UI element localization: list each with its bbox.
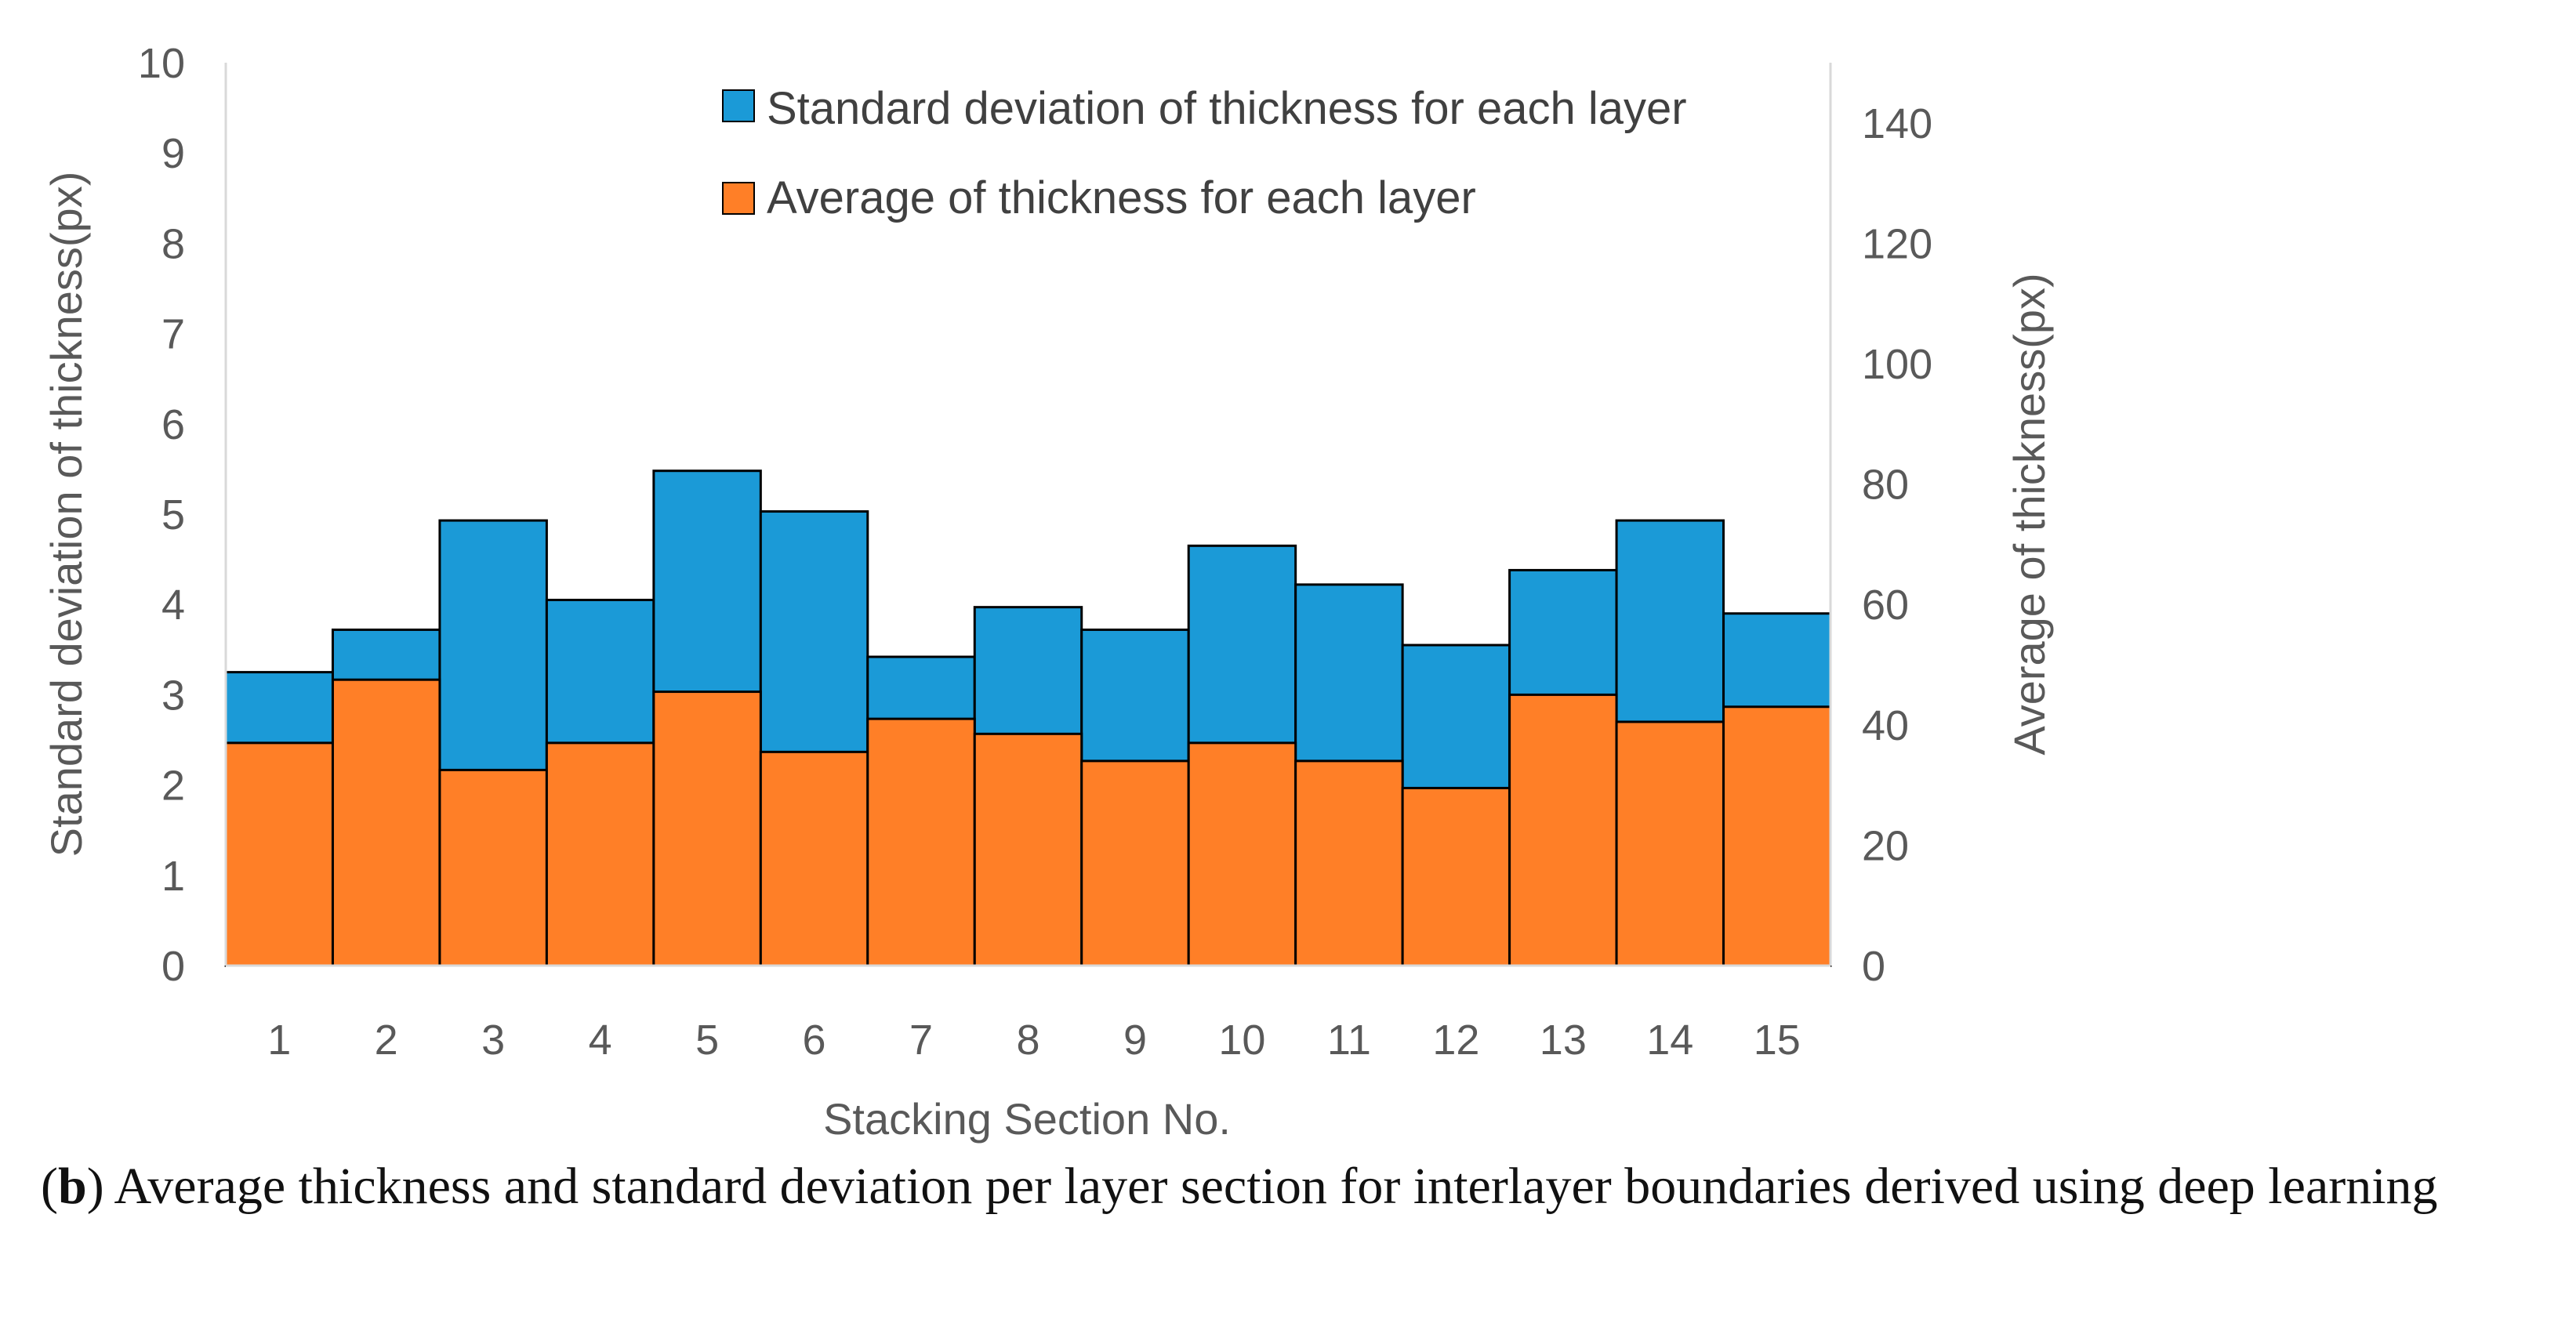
avg-bar-5: [652, 691, 762, 967]
x-tick-10: 10: [1218, 1017, 1265, 1064]
avg-bar-11: [1294, 759, 1404, 967]
x-tick-15: 15: [1754, 1017, 1801, 1064]
right-tick-80: 80: [1862, 462, 1909, 509]
x-tick-4: 4: [589, 1017, 612, 1064]
avg-bar-3: [438, 768, 548, 967]
right-axis-ticks: 0 20 40 60 80 100 120 140: [1862, 100, 1932, 990]
legend-label-avg: Average of thickness for each layer: [767, 172, 1476, 223]
right-tick-0: 0: [1862, 943, 1885, 990]
avg-bar-8: [973, 732, 1083, 967]
right-axis-title: Average of thickness(px): [2005, 273, 2054, 755]
left-tick-9: 9: [161, 130, 185, 177]
left-tick-4: 4: [161, 582, 185, 629]
x-tick-12: 12: [1432, 1017, 1479, 1064]
x-tick-1: 1: [267, 1017, 291, 1064]
x-axis-title: Stacking Section No.: [823, 1094, 1231, 1144]
x-tick-14: 14: [1646, 1017, 1693, 1064]
right-tick-140: 140: [1862, 100, 1932, 147]
x-tick-11: 11: [1327, 1017, 1371, 1064]
x-tick-8: 8: [1016, 1017, 1039, 1064]
avg-bar-1: [224, 741, 334, 967]
average-series: [224, 678, 1832, 967]
x-tick-13: 13: [1540, 1017, 1587, 1064]
right-tick-100: 100: [1862, 341, 1932, 388]
x-tick-3: 3: [481, 1017, 505, 1064]
avg-bar-10: [1187, 741, 1297, 967]
legend-label-std: Standard deviation of thickness for each…: [767, 83, 1687, 134]
left-axis-title: Standard deviation of thickness(px): [42, 172, 91, 857]
left-tick-8: 8: [161, 220, 185, 267]
left-tick-1: 1: [161, 853, 185, 900]
x-axis-ticks: 1 2 3 4 5 6 7 8 9 10 11 12 13 14 15: [267, 1017, 1801, 1064]
x-tick-9: 9: [1123, 1017, 1147, 1064]
left-tick-3: 3: [161, 672, 185, 719]
right-tick-40: 40: [1862, 702, 1909, 749]
right-tick-20: 20: [1862, 822, 1909, 869]
left-tick-6: 6: [161, 401, 185, 448]
avg-bar-2: [331, 678, 441, 967]
avg-bar-7: [866, 717, 976, 967]
right-tick-120: 120: [1862, 220, 1932, 267]
caption-label: b: [57, 1158, 87, 1215]
x-tick-2: 2: [375, 1017, 398, 1064]
legend-swatch-avg: [722, 182, 755, 215]
left-tick-2: 2: [161, 763, 185, 810]
avg-bar-13: [1508, 693, 1618, 967]
avg-bar-15: [1722, 705, 1832, 967]
x-tick-5: 5: [695, 1017, 719, 1064]
x-tick-7: 7: [909, 1017, 933, 1064]
left-tick-7: 7: [161, 311, 185, 358]
avg-bar-14: [1615, 720, 1725, 967]
axes: [224, 63, 1832, 967]
avg-bar-4: [545, 741, 655, 967]
left-axis-ticks: 0 1 2 3 4 5 6 7 8 9 10: [138, 40, 185, 990]
caption-text: Average thickness and standard deviation…: [103, 1158, 2438, 1215]
avg-bar-9: [1080, 759, 1190, 967]
figure-caption: (b) Average thickness and standard devia…: [41, 1158, 2438, 1215]
x-tick-6: 6: [803, 1017, 826, 1064]
avg-bar-12: [1401, 786, 1511, 967]
left-tick-5: 5: [161, 491, 185, 538]
right-tick-60: 60: [1862, 582, 1909, 629]
avg-bar-6: [759, 750, 869, 967]
left-tick-0: 0: [161, 943, 185, 990]
left-tick-10: 10: [138, 40, 185, 87]
legend-swatch-std: [722, 89, 755, 122]
legend: Standard deviation of thickness for each…: [722, 83, 1687, 223]
